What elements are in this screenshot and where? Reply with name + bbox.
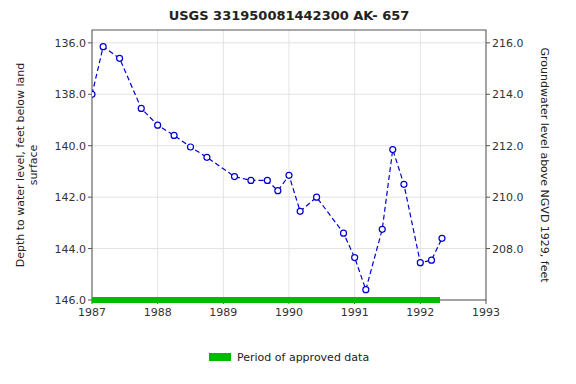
data-point — [138, 105, 144, 111]
data-point — [117, 55, 123, 61]
legend-swatch — [209, 353, 231, 361]
data-point — [379, 226, 385, 232]
y-tick — [88, 145, 92, 146]
data-point — [314, 194, 320, 200]
x-tick — [486, 300, 487, 304]
title: USGS 331950081442300 AK- 657 — [169, 8, 410, 23]
y-tick — [88, 197, 92, 198]
y-axis-label: Depth to water level, feet below landsur… — [14, 63, 40, 268]
y-tick-label: 138.0 — [55, 88, 87, 101]
y2-tick — [486, 145, 490, 146]
y-tick — [88, 94, 92, 95]
x-grid-line — [289, 30, 290, 300]
data-point — [363, 287, 369, 293]
data-point — [155, 122, 161, 128]
x-grid-line — [157, 30, 158, 300]
legend-label: Period of approved data — [237, 351, 369, 364]
data-point — [231, 174, 237, 180]
x-axis: 1987 1988 1989 1990 1991 1992 1993 — [78, 300, 500, 319]
data-point — [264, 177, 270, 183]
y-tick-label: 136.0 — [55, 37, 87, 50]
x-tick-label: 1992 — [406, 306, 434, 319]
x-tick-label: 1987 — [78, 306, 106, 319]
y2-axis: 208.0 210.0 212.0 214.0 216.0 — [486, 37, 524, 256]
y2-tick — [486, 197, 490, 198]
data-point — [428, 257, 434, 263]
y-tick — [88, 300, 92, 301]
data-point — [171, 132, 177, 138]
y-tick — [88, 248, 92, 249]
data-point — [352, 255, 358, 261]
x-tick-label: 1989 — [209, 306, 237, 319]
y2-tick-label: 210.0 — [492, 191, 524, 204]
approved-period-band — [92, 297, 440, 303]
y-tick-label: 144.0 — [55, 243, 87, 256]
y-tick-label: 140.0 — [55, 140, 87, 153]
y2-tick-label: 214.0 — [492, 88, 524, 101]
data-point — [390, 147, 396, 153]
x-tick-label: 1991 — [341, 306, 369, 319]
data-point — [401, 181, 407, 187]
y2-axis-label: Groundwater level above NGVD 1929, feet — [538, 47, 551, 283]
y2-tick — [486, 248, 490, 249]
y-tick-label: 146.0 — [55, 294, 87, 307]
data-point — [286, 172, 292, 178]
x-tick-label: 1993 — [472, 306, 500, 319]
y-axis-label-line: surface — [27, 144, 40, 185]
series-line — [92, 47, 442, 290]
y2-tick — [486, 42, 490, 43]
y-grid-line — [92, 248, 486, 249]
y2-tick — [486, 94, 490, 95]
y-axis: 136.0 138.0 140.0 142.0 144.0 146.0 — [55, 37, 93, 307]
y-tick — [88, 42, 92, 43]
data-point — [341, 230, 347, 236]
x-tick-label: 1988 — [144, 306, 172, 319]
data-point — [417, 260, 423, 266]
data-point — [275, 188, 281, 194]
data-point — [100, 44, 106, 50]
y-axis-label-line: Depth to water level, feet below land — [14, 63, 27, 268]
data-point — [204, 154, 210, 160]
y2-tick-label: 212.0 — [492, 140, 524, 153]
plot-area — [92, 44, 445, 293]
data-point — [248, 177, 254, 183]
y-tick-label: 142.0 — [55, 191, 87, 204]
data-point — [297, 208, 303, 214]
x-grid-line — [223, 30, 224, 300]
plot-frame — [92, 30, 486, 300]
data-point — [439, 235, 445, 241]
x-tick-label: 1990 — [275, 306, 303, 319]
bands — [92, 300, 440, 301]
y-grid-line — [92, 42, 486, 43]
chart: 1987 1988 1989 1990 1991 1992 1993 136.0 138.0 14… — [0, 0, 576, 384]
data-point — [188, 144, 194, 150]
y2-tick-label: 208.0 — [492, 243, 524, 256]
y-grid-line — [92, 145, 486, 146]
grid — [92, 30, 486, 300]
legend: Period of approved data — [209, 351, 369, 364]
y-grid-line — [92, 197, 486, 198]
y2-tick-label: 216.0 — [492, 37, 524, 50]
y-grid-line — [92, 94, 486, 95]
y-grid-line — [92, 300, 486, 301]
data-point — [92, 91, 95, 97]
